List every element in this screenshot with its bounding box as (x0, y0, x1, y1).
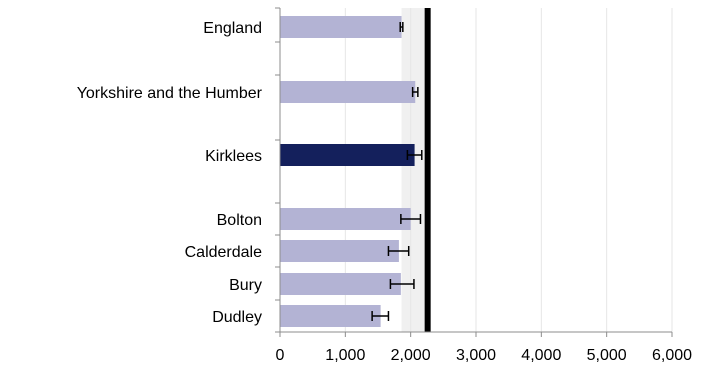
x-tick-label: 1,000 (325, 347, 365, 364)
gridlines (344, 8, 673, 332)
reference-band (401, 8, 428, 332)
x-tick-label: 6,000 (652, 347, 692, 364)
error-bar (399, 22, 404, 32)
error-bar (389, 279, 415, 289)
error-bar (411, 87, 419, 97)
bar-kirklees (280, 144, 415, 166)
x-tick-label: 4,000 (521, 347, 561, 364)
bar-bolton (280, 208, 411, 230)
error-bar (387, 246, 410, 256)
x-tick-label: 0 (276, 347, 285, 364)
x-tick-label: 5,000 (587, 347, 627, 364)
category-label: Bury (229, 277, 262, 294)
x-tick-labels: 0 1,000 2,000 3,000 4,000 5,000 6,000 (276, 332, 692, 364)
bar-dudley (280, 305, 381, 327)
category-label: England (203, 20, 262, 37)
bars (280, 16, 423, 327)
bar-calderdale (280, 240, 399, 262)
x-tick-label: 2,000 (391, 347, 431, 364)
category-label: Kirklees (205, 148, 262, 165)
error-bar (400, 214, 422, 224)
category-label: Yorkshire and the Humber (77, 85, 263, 102)
bar-yorkshire-and-the-humber (280, 81, 416, 103)
error-bar (371, 311, 390, 321)
error-bar (406, 150, 423, 160)
category-label: Bolton (217, 212, 262, 229)
category-label: Dudley (212, 309, 262, 326)
x-tick-label: 3,000 (456, 347, 496, 364)
bar-england (280, 16, 402, 38)
category-label: Calderdale (185, 244, 262, 261)
bar-bury (280, 273, 401, 295)
category-labels: England Yorkshire and the Humber Kirklees B… (77, 7, 280, 333)
